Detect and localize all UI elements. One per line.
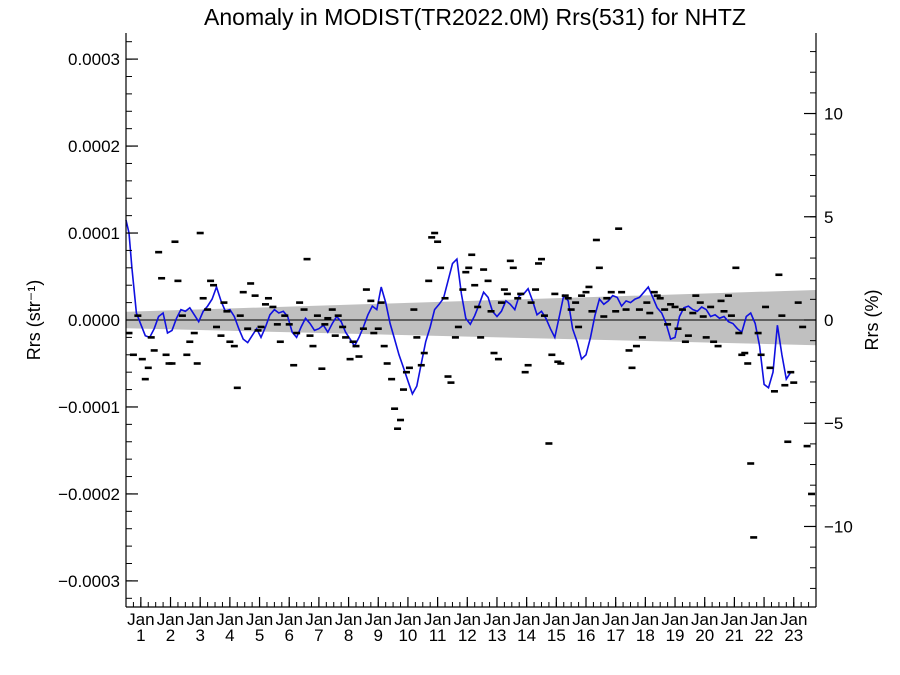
x-tick-label-month: Jan	[750, 610, 777, 629]
x-tick-label-month: Jan	[691, 610, 718, 629]
x-tick-label-month: Jan	[394, 610, 421, 629]
x-tick-label-year: 21	[725, 626, 744, 645]
y-axis-label-left: Rrs (str⁻¹)	[24, 280, 44, 360]
x-tick-label-month: Jan	[127, 610, 154, 629]
x-tick-label-year: 13	[488, 626, 507, 645]
x-tick-label-year: 4	[225, 626, 234, 645]
y-tick-label-left: −0.0001	[58, 398, 120, 417]
y-tick-label-right: −5	[824, 414, 843, 433]
x-tick-label-month: Jan	[454, 610, 481, 629]
x-tick-label-month: Jan	[305, 610, 332, 629]
chart-title: Anomaly in MODIST(TR2022.0M) Rrs(531) fo…	[204, 4, 746, 30]
x-tick-label-year: 5	[255, 626, 264, 645]
y-tick-label-left: 0.0000	[68, 311, 120, 330]
uncertainty-band	[126, 289, 816, 346]
x-tick-label-year: 6	[284, 626, 293, 645]
x-tick-label-year: 3	[195, 626, 204, 645]
smoothed-series	[125, 219, 792, 396]
x-tick-label-year: 17	[606, 626, 625, 645]
x-tick-label-year: 15	[547, 626, 566, 645]
x-tick-label-month: Jan	[424, 610, 451, 629]
y-tick-label-right: 0	[824, 311, 833, 330]
x-tick-label-month: Jan	[721, 610, 748, 629]
x-tick-label-year: 8	[344, 626, 353, 645]
x-tick-label-year: 16	[577, 626, 596, 645]
x-tick-label-month: Jan	[602, 610, 629, 629]
x-tick-label-year: 1	[136, 626, 145, 645]
x-tick-label-month: Jan	[246, 610, 273, 629]
band-area	[126, 289, 816, 346]
x-tick-label-month: Jan	[157, 610, 184, 629]
x-tick-label-month: Jan	[186, 610, 213, 629]
x-tick-label-month: Jan	[483, 610, 510, 629]
x-tick-label-month: Jan	[661, 610, 688, 629]
x-tick-label-month: Jan	[572, 610, 599, 629]
x-tick-label-year: 18	[636, 626, 655, 645]
y-tick-label-left: −0.0002	[58, 485, 120, 504]
x-tick-label-year: 7	[314, 626, 323, 645]
y-axis-label-right: Rrs (%)	[862, 290, 882, 351]
y-tick-label-right: −10	[824, 517, 853, 536]
x-tick-label-year: 23	[784, 626, 803, 645]
y-tick-label-left: −0.0003	[58, 572, 120, 591]
x-tick-label-month: Jan	[780, 610, 807, 629]
x-tick-label-month: Jan	[276, 610, 303, 629]
x-axis: Jan1Jan2Jan3Jan4Jan5Jan6Jan7Jan8Jan9Jan1…	[125, 597, 817, 645]
x-tick-label-year: 10	[398, 626, 417, 645]
x-tick-label-month: Jan	[632, 610, 659, 629]
left-y-axis: 0.0003 0.0002 0.0001 0.0000 −0.0001 −0.0002 −0…	[58, 41, 138, 599]
x-tick-label-year: 9	[374, 626, 383, 645]
y-tick-label-right: 10	[824, 105, 843, 124]
x-tick-label-month: Jan	[513, 610, 540, 629]
x-tick-label-year: 22	[755, 626, 774, 645]
x-tick-label-month: Jan	[365, 610, 392, 629]
right-y-axis: 10 5 0 −5 −10	[804, 51, 853, 589]
y-tick-label-left: 0.0003	[68, 50, 120, 69]
y-tick-label-left: 0.0001	[68, 224, 120, 243]
x-tick-label-month: Jan	[543, 610, 570, 629]
x-tick-label-year: 19	[666, 626, 685, 645]
x-tick-label-year: 11	[429, 626, 447, 645]
x-tick-label-month: Jan	[216, 610, 243, 629]
data-points	[125, 227, 816, 539]
x-tick-label-year: 12	[458, 626, 477, 645]
x-tick-label-year: 14	[517, 626, 536, 645]
y-tick-label-right: 5	[824, 208, 833, 227]
x-tick-label-year: 20	[695, 626, 714, 645]
x-tick-label-month: Jan	[335, 610, 362, 629]
smoothed-line	[125, 219, 792, 396]
x-tick-label-year: 2	[166, 626, 175, 645]
y-tick-label-left: 0.0002	[68, 137, 120, 156]
